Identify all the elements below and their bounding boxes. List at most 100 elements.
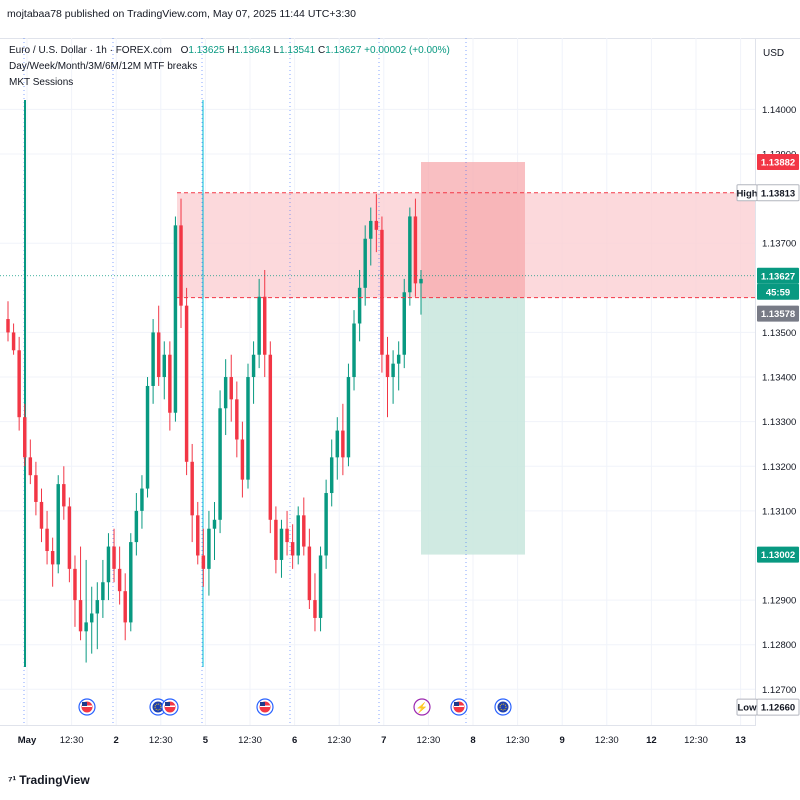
candle-bearish[interactable] — [290, 524, 295, 569]
candle-bullish[interactable] — [257, 278, 261, 369]
us-flag-event-icon[interactable] — [450, 698, 468, 716]
candle-bullish[interactable] — [106, 533, 111, 601]
candle-bullish[interactable] — [246, 363, 250, 489]
legend-indicator-mtf-breaks[interactable]: Day/Week/Month/3M/6M/12M MTF breaks — [9, 61, 198, 72]
candle-bullish[interactable] — [95, 582, 100, 650]
candle-bearish[interactable] — [274, 506, 278, 574]
price-label-current[interactable]: 1.13627 — [757, 267, 799, 284]
candle-bullish[interactable] — [173, 216, 178, 422]
candle-bearish[interactable] — [285, 510, 289, 556]
price-axis[interactable] — [755, 38, 800, 726]
legend-indicator-mkt-sessions[interactable]: MKT Sessions — [9, 77, 74, 88]
candle-bullish[interactable] — [329, 439, 334, 507]
candle-bullish[interactable] — [402, 278, 406, 369]
candle-bearish[interactable] — [229, 354, 233, 422]
candle-bearish[interactable] — [45, 510, 49, 565]
candle-bearish[interactable] — [307, 528, 312, 610]
candle-bearish[interactable] — [235, 381, 239, 458]
stop-loss-zone[interactable] — [421, 162, 525, 298]
candle-bullish[interactable] — [363, 225, 367, 306]
candle-bullish[interactable] — [352, 310, 356, 391]
candle-bearish[interactable] — [313, 573, 317, 632]
candle-bearish[interactable] — [341, 403, 345, 476]
candle-bullish[interactable] — [357, 269, 362, 342]
candle-bullish[interactable] — [207, 510, 211, 596]
price-label-target[interactable]: 1.13002 — [757, 546, 799, 563]
high-label-tag[interactable]: High — [736, 184, 758, 202]
candle-bullish[interactable] — [335, 417, 340, 480]
low-label-tag[interactable]: Low — [736, 698, 758, 716]
candle-bearish[interactable] — [62, 466, 66, 520]
us-flag-event-icon[interactable] — [78, 698, 96, 716]
candle-bearish[interactable] — [240, 421, 245, 498]
candle-bearish[interactable] — [201, 528, 206, 587]
candle-bearish[interactable] — [28, 439, 33, 485]
candle-bearish[interactable] — [179, 198, 183, 328]
candle-bullish[interactable] — [89, 586, 94, 654]
candle-bullish[interactable] — [145, 377, 150, 498]
candle-bearish[interactable] — [196, 501, 200, 565]
eu-flag-event-icon[interactable] — [494, 698, 512, 716]
candle-bullish[interactable] — [212, 501, 217, 560]
candle-bullish[interactable] — [129, 533, 133, 632]
candle-bearish[interactable] — [50, 537, 55, 587]
candle-bearish[interactable] — [6, 301, 10, 342]
candle-bearish[interactable] — [268, 341, 273, 534]
candle-bearish[interactable] — [39, 488, 44, 543]
candle-bullish[interactable] — [419, 269, 423, 315]
candle-bearish[interactable] — [112, 528, 116, 583]
chart-plot-area[interactable] — [0, 38, 755, 726]
candle-bullish[interactable] — [369, 207, 373, 266]
candle-bearish[interactable] — [73, 555, 77, 627]
candle-bullish[interactable] — [391, 350, 395, 404]
candle-bearish[interactable] — [123, 573, 127, 641]
candle-bullish[interactable] — [134, 493, 139, 556]
candle-bearish[interactable] — [380, 216, 384, 373]
candle-bullish[interactable] — [162, 341, 167, 400]
tradingview-logo[interactable]: ⁷¹ TradingView — [8, 773, 90, 787]
price-label-high[interactable]: 1.13813 — [756, 184, 800, 202]
candle-bearish[interactable] — [11, 323, 16, 355]
candle-bullish[interactable] — [396, 341, 401, 391]
lightning-event-icon[interactable]: ⚡ — [413, 698, 431, 716]
candle-bearish[interactable] — [385, 336, 390, 418]
candle-countdown-label[interactable]: 45:59 — [757, 283, 799, 300]
price-label-entry[interactable]: 1.13578 — [757, 305, 799, 322]
legend-symbol[interactable]: Euro / U.S. Dollar · 1h · FOREX.com — [9, 45, 172, 56]
candle-bearish[interactable] — [262, 269, 267, 378]
take-profit-zone[interactable] — [421, 297, 525, 555]
candle-bullish[interactable] — [84, 559, 88, 663]
candle-bullish[interactable] — [279, 519, 284, 578]
price-label-stop[interactable]: 1.13882 — [757, 154, 799, 171]
candle-bullish[interactable] — [324, 479, 328, 569]
candle-bearish[interactable] — [117, 546, 122, 605]
candle-bearish[interactable] — [67, 497, 72, 583]
candle-bearish[interactable] — [413, 198, 418, 297]
us-flag-event-icon[interactable] — [256, 698, 274, 716]
candle-bearish[interactable] — [17, 336, 21, 431]
time-axis[interactable] — [0, 725, 755, 764]
candle-bearish[interactable] — [23, 403, 27, 467]
candle-bullish[interactable] — [318, 546, 323, 632]
candle-bearish[interactable] — [168, 341, 172, 431]
candle-bullish[interactable] — [101, 559, 105, 618]
candle-bearish[interactable] — [78, 546, 83, 641]
currency-label[interactable]: USD — [763, 48, 785, 59]
candle-bullish[interactable] — [56, 475, 60, 574]
candle-bullish[interactable] — [218, 390, 222, 534]
candle-bullish[interactable] — [408, 207, 412, 306]
candle-bearish[interactable] — [374, 194, 379, 253]
candle-bullish[interactable] — [296, 506, 300, 565]
candle-bullish[interactable] — [346, 363, 351, 467]
candle-bullish[interactable] — [151, 319, 155, 404]
candle-bearish[interactable] — [184, 287, 189, 476]
candle-bullish[interactable] — [140, 475, 144, 529]
candle-bearish[interactable] — [156, 305, 161, 386]
candle-bearish[interactable] — [190, 443, 194, 543]
candle-bearish[interactable] — [34, 461, 38, 516]
candle-bullish[interactable] — [223, 359, 228, 436]
candle-bullish[interactable] — [251, 341, 256, 404]
candle-bearish[interactable] — [302, 497, 306, 556]
us-flag-event-icon[interactable] — [161, 698, 179, 716]
